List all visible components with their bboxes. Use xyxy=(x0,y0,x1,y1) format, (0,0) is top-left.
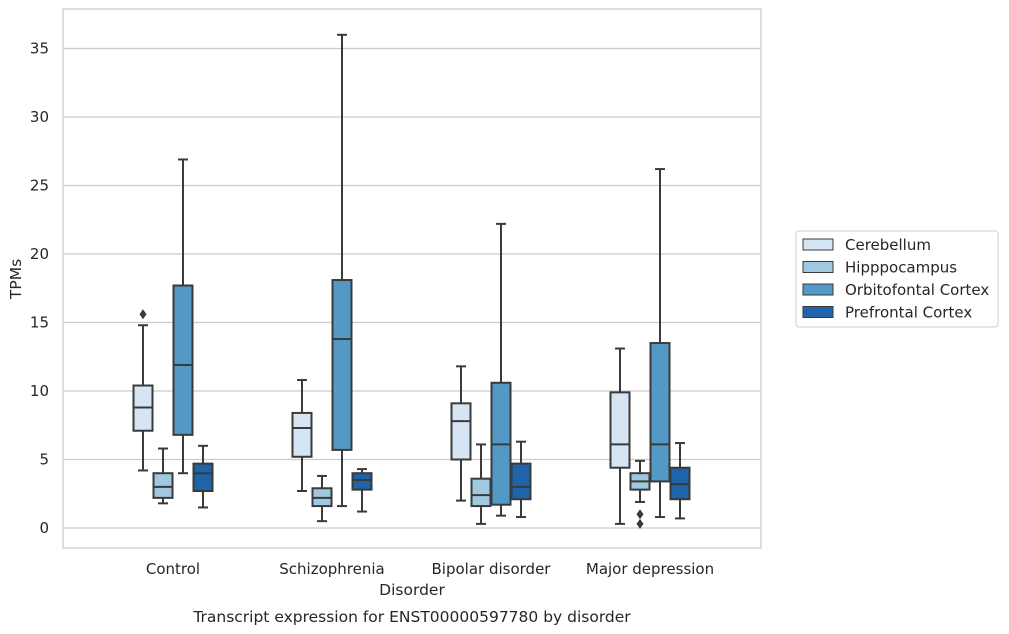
box-prefrontal-cortex xyxy=(351,468,373,513)
x-tick-label: Major depression xyxy=(586,560,714,578)
y-tick-label: 15 xyxy=(30,314,49,332)
outlier-point xyxy=(636,509,644,520)
outlier-point xyxy=(139,309,147,320)
box-orbitofontal-cortex xyxy=(649,168,671,519)
iqr-box xyxy=(331,279,353,451)
iqr-box xyxy=(291,411,313,458)
plot-area-frame xyxy=(62,8,762,549)
legend-swatch xyxy=(802,261,834,273)
iqr-box xyxy=(609,391,631,469)
x-tick-labels: Control Schizophrenia Bipolar disorder Majo… xyxy=(146,560,714,578)
box-orbitofontal-cortex xyxy=(490,222,512,517)
legend-swatch xyxy=(802,238,834,251)
y-tick-label: 25 xyxy=(30,177,49,195)
iqr-box xyxy=(152,472,174,499)
box-prefrontal-cortex xyxy=(192,444,214,509)
box-hipppocampus xyxy=(629,459,651,529)
box-prefrontal-cortex xyxy=(510,440,532,519)
iqr-box xyxy=(351,472,373,491)
y-tick-labels: 0 5 10 15 20 25 30 35 xyxy=(30,40,49,538)
box-orbitofontal-cortex xyxy=(331,33,353,508)
x-tick-label: Schizophrenia xyxy=(279,560,384,578)
legend-label: Prefrontal Cortex xyxy=(845,304,972,322)
box-cerebellum xyxy=(450,365,472,502)
y-tick-label: 5 xyxy=(39,451,49,469)
legend-frame xyxy=(795,230,999,328)
y-axis-title: TPMs xyxy=(7,259,25,300)
legend-swatch xyxy=(802,283,834,296)
legend-label: Cerebellum xyxy=(845,236,931,254)
iqr-box xyxy=(450,402,472,461)
y-tick-label: 35 xyxy=(30,40,49,58)
box-cerebellum xyxy=(291,379,313,493)
iqr-box xyxy=(192,462,214,493)
y-tick-label: 0 xyxy=(39,519,49,537)
y-tick-label: 10 xyxy=(30,382,49,400)
y-tick-label: 30 xyxy=(30,108,49,126)
box-orbitofontal-cortex xyxy=(172,158,194,475)
iqr-box xyxy=(649,342,671,483)
legend-label: Hipppocampus xyxy=(845,259,957,277)
legend-swatch xyxy=(802,306,834,318)
box-hipppocampus xyxy=(470,443,492,525)
legend: Cerebellum Hipppocampus Orbitofontal Corte… xyxy=(795,230,999,328)
box-plot-marks xyxy=(132,33,691,529)
box-hipppocampus xyxy=(311,474,333,523)
legend-items: Cerebellum Hipppocampus Orbitofontal Corte… xyxy=(802,236,989,322)
x-axis-title: Disorder xyxy=(379,581,445,599)
chart-caption: Transcript expression for ENST0000059778… xyxy=(192,608,631,626)
iqr-box xyxy=(172,284,194,436)
outlier-point xyxy=(636,518,644,529)
box-cerebellum xyxy=(132,309,154,472)
box-prefrontal-cortex xyxy=(669,442,691,520)
y-tick-label: 20 xyxy=(30,245,49,263)
iqr-box xyxy=(470,477,492,508)
iqr-box xyxy=(510,462,532,501)
x-tick-label: Control xyxy=(146,560,200,578)
x-tick-label: Bipolar disorder xyxy=(432,560,552,578)
box-hipppocampus xyxy=(152,447,174,505)
box-cerebellum xyxy=(609,347,631,525)
legend-label: Orbitofontal Cortex xyxy=(845,281,989,299)
